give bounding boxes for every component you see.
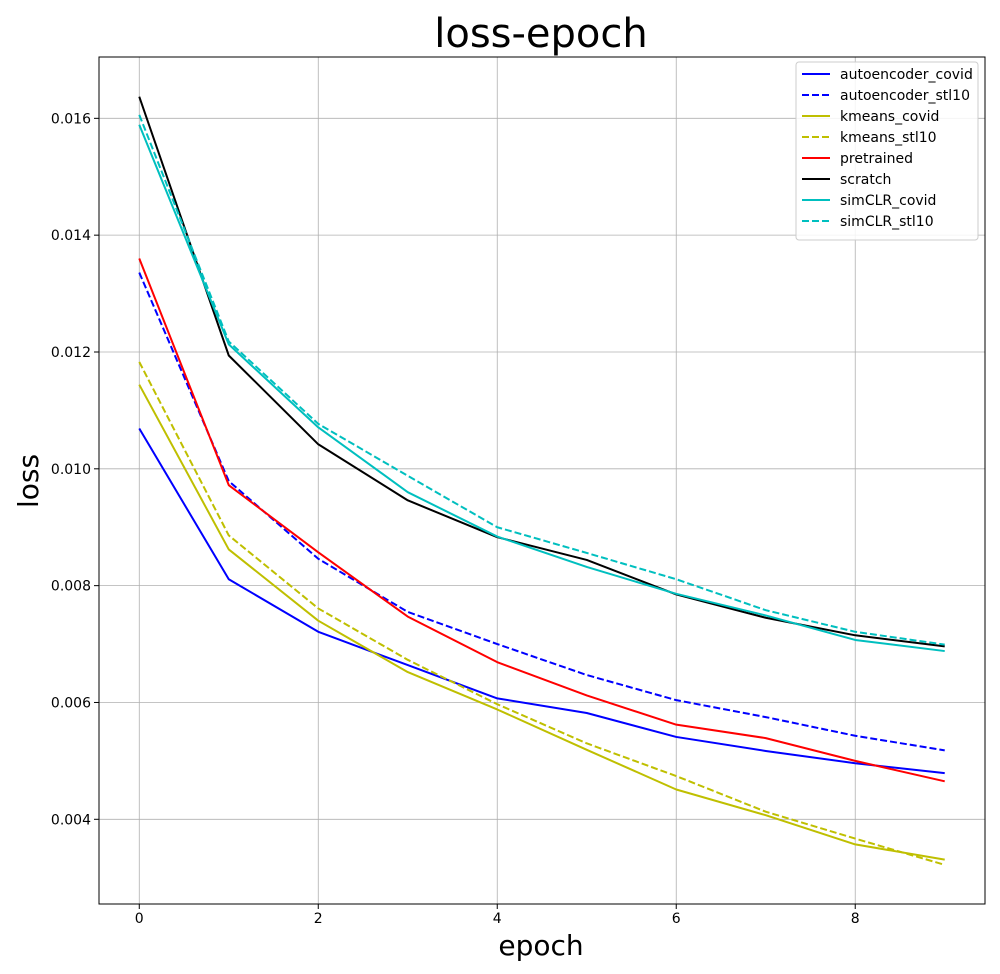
legend-label: kmeans_covid xyxy=(840,109,939,125)
legend-label: autoencoder_covid xyxy=(840,67,973,83)
plot-frame xyxy=(98,56,986,905)
y-axis-label: loss xyxy=(12,454,45,508)
x-axis-label: epoch xyxy=(498,929,583,962)
x-tick-label: 4 xyxy=(493,911,502,927)
legend-box xyxy=(795,61,979,241)
legend-label: kmeans_stl10 xyxy=(840,130,937,146)
series-line-simCLR-stl10 xyxy=(138,114,945,646)
y-tick-label: 0.006 xyxy=(51,695,91,711)
y-tick-label: 0.012 xyxy=(51,345,91,361)
legend-label: simCLR_covid xyxy=(840,193,936,209)
legend-label: scratch xyxy=(840,172,891,188)
series-line-scratch xyxy=(138,96,945,648)
series-line-pretrained xyxy=(138,258,945,783)
y-tick-label: 0.008 xyxy=(51,579,91,595)
y-tick-label: 0.016 xyxy=(51,111,91,127)
legend-label: simCLR_stl10 xyxy=(840,214,934,230)
legend-label: autoencoder_stl10 xyxy=(840,88,970,104)
y-tick-label: 0.010 xyxy=(51,462,91,478)
chart-title: loss-epoch xyxy=(434,11,648,57)
y-tick-label: 0.014 xyxy=(51,228,91,244)
x-tick-label: 0 xyxy=(135,911,144,927)
legend: autoencoder_covid autoencoder_stl10kmeans… xyxy=(795,61,979,241)
series-line-kmeans-covid xyxy=(138,384,945,861)
series-line-kmeans-stl10 xyxy=(138,361,946,866)
series-line-simCLR-covid xyxy=(138,124,945,653)
x-tick-label: 6 xyxy=(672,911,681,927)
axis-ticks: 0 2 4 6 8 0.004 0.006 0.008 0.010 0.012 0.014 0.016 xyxy=(51,111,860,927)
y-tick-label: 0.004 xyxy=(51,812,91,828)
x-tick-label: 8 xyxy=(851,911,860,927)
x-tick-label: 2 xyxy=(314,911,323,927)
plot-lines xyxy=(138,96,946,866)
legend-label: pretrained xyxy=(840,151,913,167)
series-line-autoencoder-covid xyxy=(138,427,945,775)
